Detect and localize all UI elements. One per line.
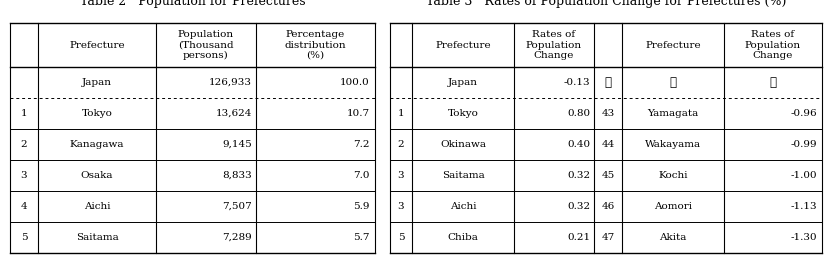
Text: 1: 1 (398, 109, 404, 118)
Text: 5: 5 (21, 233, 27, 242)
Text: 2: 2 (21, 140, 27, 149)
Text: Rates of
Population
Change: Rates of Population Change (526, 30, 582, 60)
Text: 46: 46 (602, 202, 615, 211)
Text: Saitama: Saitama (76, 233, 119, 242)
Text: Akita: Akita (659, 233, 686, 242)
Text: 0.40: 0.40 (567, 140, 590, 149)
Text: 3: 3 (21, 171, 27, 180)
Text: 7,507: 7,507 (222, 202, 252, 211)
Text: 5: 5 (398, 233, 404, 242)
Text: ⋮: ⋮ (769, 76, 777, 89)
Text: 0.21: 0.21 (567, 233, 590, 242)
Text: -0.96: -0.96 (790, 109, 817, 118)
Text: Prefecture: Prefecture (69, 40, 124, 49)
Text: 4: 4 (21, 202, 27, 211)
Text: 9,145: 9,145 (222, 140, 252, 149)
Text: Prefecture: Prefecture (645, 40, 701, 49)
Text: Japan: Japan (448, 78, 478, 87)
Text: 5.7: 5.7 (354, 233, 370, 242)
Text: 100.0: 100.0 (340, 78, 370, 87)
Text: 8,833: 8,833 (222, 171, 252, 180)
Text: Saitama: Saitama (442, 171, 485, 180)
Text: 13,624: 13,624 (216, 109, 252, 118)
Text: Aichi: Aichi (450, 202, 476, 211)
Text: ⋮: ⋮ (670, 76, 676, 89)
Text: -1.13: -1.13 (790, 202, 817, 211)
Text: Chiba: Chiba (447, 233, 478, 242)
Text: 0.80: 0.80 (567, 109, 590, 118)
Text: Okinawa: Okinawa (440, 140, 486, 149)
Text: 43: 43 (602, 109, 615, 118)
Text: Rates of
Population
Change: Rates of Population Change (745, 30, 801, 60)
Text: 0.32: 0.32 (567, 171, 590, 180)
Text: Table 3   Rates of Population Change for Prefectures (%): Table 3 Rates of Population Change for P… (426, 0, 786, 8)
Text: Japan: Japan (82, 78, 112, 87)
Text: Tokyo: Tokyo (81, 109, 112, 118)
Text: -1.00: -1.00 (790, 171, 817, 180)
Text: Aomori: Aomori (654, 202, 692, 211)
Text: 7.0: 7.0 (354, 171, 370, 180)
Text: 3: 3 (398, 202, 404, 211)
Text: -0.99: -0.99 (790, 140, 817, 149)
Text: Wakayama: Wakayama (645, 140, 701, 149)
Text: 5.9: 5.9 (354, 202, 370, 211)
Text: Yamagata: Yamagata (647, 109, 699, 118)
Text: Kochi: Kochi (658, 171, 688, 180)
Text: -0.13: -0.13 (564, 78, 590, 87)
Text: 7,289: 7,289 (222, 233, 252, 242)
Text: 1: 1 (21, 109, 27, 118)
Text: 45: 45 (602, 171, 615, 180)
Text: 3: 3 (398, 171, 404, 180)
Text: 126,933: 126,933 (209, 78, 252, 87)
Text: Population
(Thousand
persons): Population (Thousand persons) (178, 30, 234, 60)
Text: Percentage
distribution
(%): Percentage distribution (%) (285, 30, 346, 60)
Text: 44: 44 (602, 140, 615, 149)
Text: 7.2: 7.2 (354, 140, 370, 149)
Text: Table 2   Population for Prefectures: Table 2 Population for Prefectures (80, 0, 305, 8)
Text: Kanagawa: Kanagawa (70, 140, 124, 149)
Text: -1.30: -1.30 (790, 233, 817, 242)
Text: 10.7: 10.7 (347, 109, 370, 118)
Text: 47: 47 (602, 233, 615, 242)
Text: Aichi: Aichi (84, 202, 110, 211)
Text: 0.32: 0.32 (567, 202, 590, 211)
Text: Osaka: Osaka (81, 171, 113, 180)
Text: 2: 2 (398, 140, 404, 149)
Text: Prefecture: Prefecture (435, 40, 491, 49)
Text: ⋮: ⋮ (604, 76, 612, 89)
Text: Tokyo: Tokyo (447, 109, 478, 118)
